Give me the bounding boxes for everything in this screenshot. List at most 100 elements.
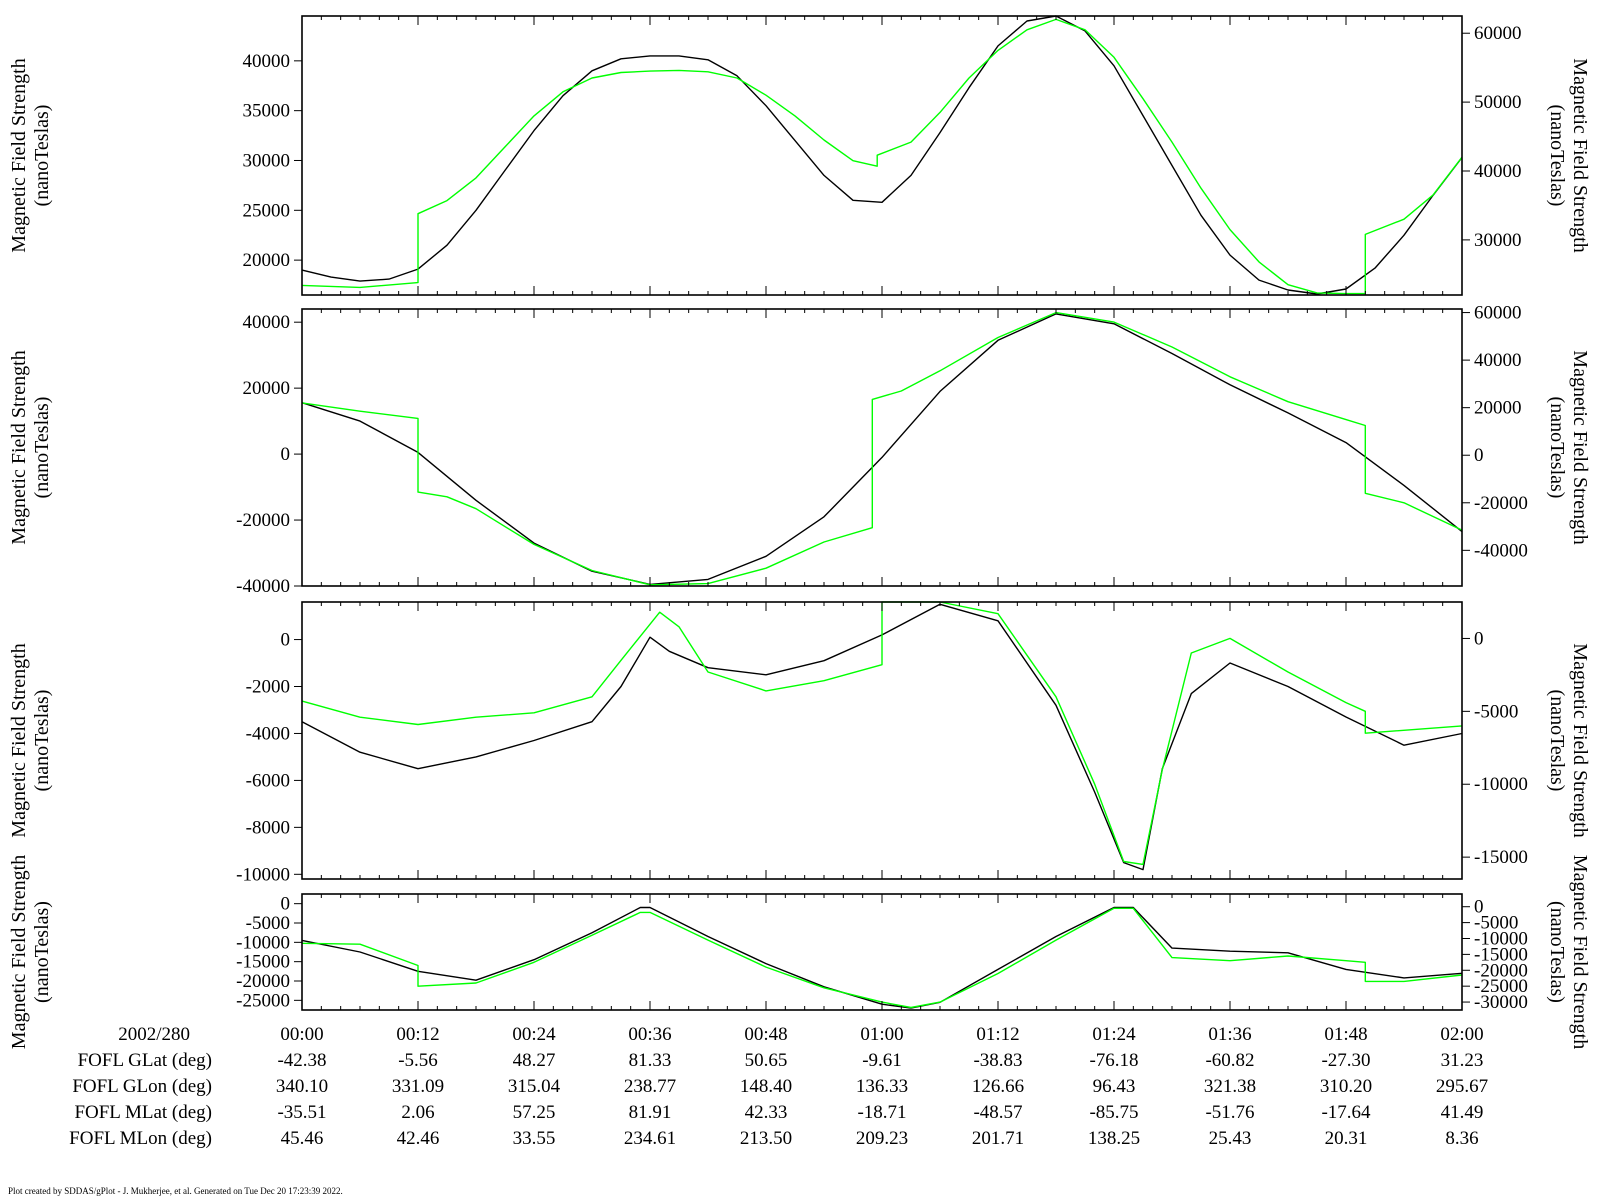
ephemeris-value: 238.77 [624,1076,676,1097]
panel-3-right-tick-label: -5000 [1474,701,1518,722]
panel-4-right-tick-label: 0 [1474,897,1484,918]
ephemeris-value: 42.33 [745,1102,788,1123]
ephemeris-value: 310.20 [1320,1076,1372,1097]
ephemeris-value: 315.04 [508,1076,561,1097]
footer-credit: Plot created by SDDAS/gPlot - J. Mukherj… [8,1186,343,1196]
x-tick-label: 01:24 [1092,1024,1136,1045]
panel-4-right-tick-label: -25000 [1474,976,1528,997]
panel-4-frame [301,893,1463,1011]
x-tick-label: 01:36 [1208,1024,1251,1045]
ephemeris-value: 50.65 [745,1050,788,1071]
ephemeris-value: 295.67 [1436,1076,1488,1097]
ephemeris-row-label: FOFL GLon (deg) [72,1076,212,1097]
panel-2-series-black [301,313,1463,586]
ephemeris-row-label: FOFL MLon (deg) [69,1128,212,1149]
ephemeris-value: -18.71 [857,1102,906,1123]
x-tick-label: 00:12 [396,1024,439,1045]
x-tick-label: 01:48 [1324,1024,1367,1045]
ephemeris-value: 41.49 [1441,1102,1484,1123]
ephemeris-value: 331.09 [392,1076,444,1097]
panel-3-left-tick-label: 0 [281,630,291,651]
panel-3-right-ylabel-units: (nanoTeslas) [1546,690,1568,792]
panel-1-series-black [301,15,1463,295]
panel-4-right-tick-label: -20000 [1474,960,1528,981]
panel-1-left-tick-label: 25000 [243,200,291,221]
x-tick-label: 00:00 [280,1024,323,1045]
ephemeris-value: 31.23 [1441,1050,1484,1071]
panel-2-right-ylabel-units: (nanoTeslas) [1546,397,1568,499]
panel-1-right-ylabel: Magnetic Field Strength [1569,58,1591,252]
ephemeris-value: -76.18 [1089,1050,1138,1071]
ephemeris-value: 20.31 [1325,1128,1368,1149]
panel-3-left-tick-label: -8000 [246,817,290,838]
x-tick-label: 00:48 [744,1024,787,1045]
panel-2-left-tick-label: -20000 [236,510,290,531]
ephemeris-value: -85.75 [1089,1102,1138,1123]
panel-3-left-tick-label: -4000 [246,723,290,744]
panel-1-right-tick-label: 60000 [1474,23,1522,44]
ephemeris-value: 81.91 [629,1102,672,1123]
panel-4-left-tick-label: 0 [281,894,291,915]
panel-4-right-tick-label: -15000 [1474,944,1528,965]
panel-2-series-green [301,311,1463,586]
panel-1-right-tick-label: 30000 [1474,230,1522,251]
panel-1-left-tick-label: 20000 [243,250,291,271]
ephemeris-value: 201.71 [972,1128,1024,1149]
panel-2-left-tick-label: 20000 [243,378,291,399]
panel-4-right-tick-label: -10000 [1474,928,1528,949]
panel-2-frame [301,308,1463,587]
ephemeris-value: 42.46 [397,1128,440,1149]
panel-4-right-ylabel-units: (nanoTeslas) [1546,901,1568,1003]
panel-2-right-tick-label: 60000 [1474,303,1522,324]
panel-2-right-tick-label: 0 [1474,445,1484,466]
panel-4-left-tick-label: -25000 [236,990,290,1011]
panel-3-right-tick-label: 0 [1474,628,1484,649]
ephemeris-value: -9.61 [862,1050,902,1071]
ephemeris-value: 234.61 [624,1128,676,1149]
ephemeris-value: 33.55 [513,1128,556,1149]
ephemeris-value: 321.38 [1204,1076,1256,1097]
panel-1-left-tick-label: 40000 [243,51,291,72]
ephemeris-value: 138.25 [1088,1128,1140,1149]
panel-4-right-tick-label: -30000 [1474,992,1528,1013]
panel-2-right-ylabel: Magnetic Field Strength [1569,350,1591,544]
ephemeris-value: 45.46 [281,1128,324,1149]
panel-2-left-tick-label: 40000 [243,312,291,333]
panel-3-right-tick-label: -15000 [1474,847,1528,868]
ephemeris-value: 96.43 [1093,1076,1136,1097]
panel-1-left-tick-label: 30000 [243,150,291,171]
panel-3-left-tick-label: -6000 [246,770,290,791]
ephemeris-value: -27.30 [1321,1050,1370,1071]
panel-3-series-black [301,603,1463,871]
panel-2-left-tick-label: 0 [281,444,291,465]
panel-3-left-tick-label: -10000 [236,864,290,885]
panel-4-right-ylabel: Magnetic Field Strength [1569,855,1591,1049]
ephemeris-value: -17.64 [1321,1102,1371,1123]
panel-4-left-tick-label: -10000 [236,932,290,953]
panel-1-left-ylabel: Magnetic Field Strength [8,58,30,252]
ephemeris-value: -5.56 [398,1050,438,1071]
ephemeris-row-label: FOFL GLat (deg) [78,1050,212,1071]
panel-1-right-tick-label: 50000 [1474,92,1522,113]
panel-3-series-green [301,601,1463,866]
panel-1-frame [301,15,1463,296]
panel-4-series-black [301,906,1463,1009]
panel-2-right-tick-label: -40000 [1474,540,1528,561]
ephemeris-value: -38.83 [973,1050,1022,1071]
panel-3-right-ylabel: Magnetic Field Strength [1569,643,1591,837]
x-tick-label: 01:12 [976,1024,1019,1045]
panel-1-right-ylabel-units: (nanoTeslas) [1546,105,1568,207]
ephemeris-value: 2.06 [401,1102,434,1123]
panel-4-left-ylabel: Magnetic Field Strength [8,855,30,1049]
x-tick-label: 00:24 [512,1024,556,1045]
panel-4-left-tick-label: -20000 [236,971,290,992]
ephemeris-value: 209.23 [856,1128,908,1149]
x-tick-label: 02:00 [1440,1024,1483,1045]
panel-4-right-tick-label: -5000 [1474,913,1518,934]
ephemeris-value: 57.25 [513,1102,556,1123]
panel-3-right-tick-label: -10000 [1474,774,1528,795]
panel-4-left-tick-label: -5000 [246,913,290,934]
panel-3-left-ylabel: Magnetic Field Strength [8,643,30,837]
ephemeris-date: 2002/280 [118,1024,190,1045]
